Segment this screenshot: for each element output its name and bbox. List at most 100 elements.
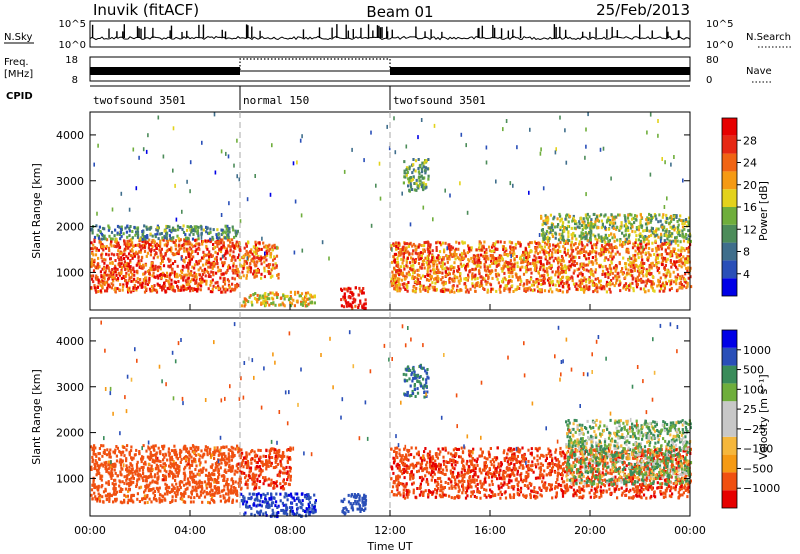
heatmap-cell bbox=[191, 478, 194, 482]
heatmap-cell bbox=[112, 500, 115, 504]
heatmap-cell bbox=[148, 248, 151, 252]
heatmap-cell bbox=[222, 241, 225, 245]
heatmap-cell bbox=[131, 254, 134, 258]
heatmap-cell bbox=[591, 269, 594, 273]
heatmap-cell bbox=[567, 277, 571, 281]
heatmap-cell bbox=[405, 144, 408, 149]
heatmap-cell bbox=[550, 264, 553, 267]
heatmap-cell bbox=[120, 262, 123, 266]
heatmap-cell bbox=[436, 265, 439, 269]
heatmap-cell bbox=[476, 276, 479, 280]
heatmap-cell bbox=[180, 246, 183, 250]
heatmap-cell bbox=[274, 303, 277, 307]
heatmap-cell bbox=[206, 247, 209, 251]
heatmap-cell bbox=[418, 287, 422, 291]
heatmap-cell bbox=[564, 128, 566, 133]
heatmap-cell bbox=[567, 213, 570, 217]
heatmap-cell bbox=[576, 246, 579, 250]
heatmap-cell bbox=[665, 282, 668, 286]
heatmap-cell bbox=[162, 287, 165, 291]
heatmap-cell bbox=[189, 280, 192, 283]
heatmap-cell bbox=[546, 273, 549, 277]
heatmap-cell bbox=[494, 247, 497, 251]
heatmap-cell bbox=[604, 250, 608, 253]
heatmap-cell bbox=[572, 282, 576, 286]
heatmap-cell bbox=[553, 225, 557, 229]
heatmap-cell bbox=[211, 463, 214, 467]
heatmap-cell bbox=[110, 252, 113, 256]
heatmap-cell bbox=[528, 241, 532, 245]
heatmap-cell bbox=[299, 294, 302, 298]
heatmap-cell bbox=[427, 262, 430, 266]
heatmap-cell bbox=[667, 234, 670, 238]
heatmap-cell bbox=[411, 260, 414, 264]
heatmap-cell bbox=[235, 285, 238, 289]
heatmap-cell bbox=[478, 242, 481, 246]
heatmap-cell bbox=[664, 263, 667, 267]
heatmap-cell bbox=[100, 280, 103, 284]
heatmap-cell bbox=[199, 266, 202, 270]
heatmap-cell bbox=[557, 289, 560, 293]
heatmap-cell bbox=[112, 275, 115, 279]
heatmap-cell bbox=[205, 230, 208, 234]
heatmap-cell bbox=[305, 294, 308, 298]
heatmap-cell bbox=[162, 284, 165, 288]
heatmap-cell bbox=[558, 284, 561, 288]
heatmap-cell bbox=[92, 253, 95, 257]
heatmap-cell bbox=[187, 460, 190, 464]
heatmap-cell bbox=[196, 229, 199, 233]
heatmap-cell bbox=[513, 263, 516, 267]
heatmap-cell bbox=[440, 278, 443, 282]
heatmap-cell bbox=[489, 283, 493, 287]
heatmap-cell bbox=[603, 287, 606, 291]
heatmap-cell bbox=[199, 288, 202, 292]
heatmap-cell bbox=[136, 226, 140, 230]
heatmap-cell bbox=[233, 246, 236, 250]
heatmap-cell bbox=[110, 286, 113, 290]
heatmap-cell bbox=[209, 473, 212, 477]
heatmap-cell bbox=[639, 219, 642, 223]
heatmap-cell bbox=[416, 184, 420, 188]
heatmap-cell bbox=[606, 267, 609, 271]
heatmap-cell bbox=[117, 277, 120, 280]
heatmap-cell bbox=[245, 274, 248, 278]
heatmap-cell bbox=[194, 249, 197, 253]
heatmap-cell bbox=[234, 258, 237, 262]
heatmap-cell bbox=[195, 289, 199, 293]
heatmap-cell bbox=[638, 271, 641, 275]
heatmap-cell bbox=[609, 283, 612, 287]
heatmap-cell bbox=[600, 213, 603, 217]
heatmap-cell bbox=[161, 271, 165, 275]
heatmap-cell bbox=[551, 255, 554, 259]
heatmap-cell bbox=[478, 256, 481, 260]
heatmap-cell bbox=[604, 225, 607, 230]
heatmap-cell bbox=[156, 255, 159, 259]
heatmap-cell bbox=[159, 493, 162, 497]
heatmap-cell bbox=[486, 255, 489, 259]
heatmap-cell bbox=[140, 283, 144, 287]
heatmap-cell bbox=[449, 267, 453, 271]
heatmap-cell bbox=[509, 259, 512, 263]
heatmap-cell bbox=[144, 241, 148, 245]
heatmap-cell bbox=[565, 160, 568, 165]
heatmap-cell bbox=[204, 253, 207, 257]
heatmap-cell bbox=[271, 244, 274, 248]
heatmap-cell bbox=[342, 295, 345, 299]
heatmap-cell bbox=[462, 252, 465, 256]
heatmap-cell bbox=[458, 257, 461, 261]
heatmap-cell bbox=[217, 468, 220, 471]
heatmap-cell bbox=[584, 224, 588, 228]
heatmap-cell bbox=[658, 253, 661, 257]
heatmap-cell bbox=[633, 269, 636, 273]
heatmap-cell bbox=[209, 275, 212, 278]
heatmap-cell bbox=[92, 243, 95, 247]
heatmap-cell bbox=[264, 251, 266, 256]
heatmap-cell bbox=[136, 232, 139, 235]
heatmap-cell bbox=[254, 174, 256, 178]
heatmap-cell bbox=[673, 228, 676, 232]
heatmap-cell bbox=[254, 240, 257, 244]
heatmap-cell bbox=[515, 287, 518, 291]
heatmap-cell bbox=[477, 253, 480, 257]
heatmap-cell bbox=[542, 263, 545, 267]
heatmap-cell bbox=[170, 237, 174, 241]
